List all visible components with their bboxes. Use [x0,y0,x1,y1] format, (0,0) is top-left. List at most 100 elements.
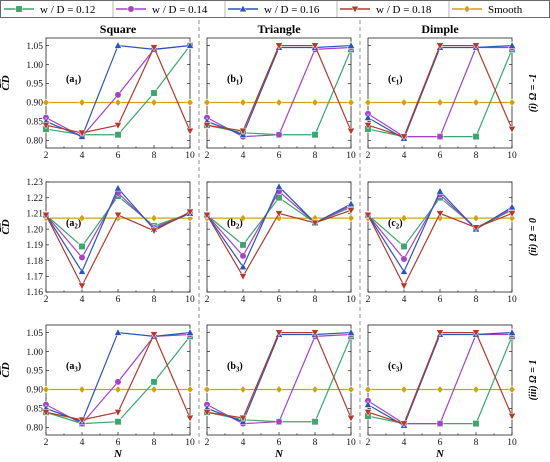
data-point [347,98,355,107]
panel-label: (c2) [388,218,403,231]
column-title-dimple: Dimple [421,22,459,36]
data-point [78,385,86,394]
data-point [41,409,51,417]
data-point [185,127,195,136]
data-point [400,214,408,223]
data-point [113,41,123,49]
data-point [507,41,517,49]
series-w-d-0-18 [363,210,517,291]
data-point [400,242,408,250]
series-smooth [364,385,516,394]
y-tick-label: 1.19 [26,241,43,251]
legend-item-1: w / D = 0.14 [116,4,208,16]
data-point [275,131,283,139]
data-point [274,329,284,337]
y-tick-label: 0.90 [26,386,43,396]
legend-item-2: w / D = 0.16 [228,4,320,16]
y-axis-label-text: C̄D [0,362,12,377]
y-tick-label: 1.05 [26,329,43,339]
data-point [186,98,194,107]
legend-marker [350,5,360,14]
row-label-1: (i) Ω = -1 [528,74,539,112]
data-point [113,409,123,417]
data-point [508,214,516,223]
panel-label: (a1) [66,74,81,87]
data-point [78,98,86,107]
data-point [274,42,284,50]
x-tick-label: 4 [241,295,246,305]
data-point [42,98,50,107]
x-tick-label: 4 [402,295,407,305]
data-point [363,113,373,121]
legend-label: Smooth [488,4,523,16]
data-point [113,183,123,192]
data-point [507,210,517,218]
x-tick-label: 2 [44,151,49,161]
data-point [202,211,212,220]
data-point [186,385,194,394]
data-point [274,210,284,218]
x-tick-label: 10 [185,438,195,448]
x-tick-label: 6 [116,295,121,305]
series-smooth [42,385,194,394]
data-point [435,187,445,195]
data-point [150,98,158,107]
data-point [149,227,159,236]
data-point [363,122,373,130]
panel-label: (c1) [388,74,403,87]
data-point [41,122,51,130]
x-tick-label: 6 [116,438,121,448]
x-tick-label: 8 [474,151,479,161]
data-point [435,210,445,218]
data-point [311,385,319,394]
y-tick-label: 1.05 [26,42,43,52]
data-point [149,44,159,52]
x-tick-label: 2 [366,151,371,161]
data-point [114,418,122,426]
x-tick-label: 2 [366,438,371,448]
data-point [77,129,87,138]
data-point [471,224,481,232]
series-w-d-0-18 [41,208,195,291]
data-point [311,98,319,107]
data-point [399,133,409,141]
y-tick-label: 1.23 [26,178,43,188]
series-smooth [203,98,355,107]
data-point [471,329,481,337]
x-tick-label: 8 [313,151,318,161]
legend-item-3: w / D = 0.18 [340,4,432,16]
series-smooth [364,98,516,107]
data-point [508,385,516,394]
row-label-2: (ii) Ω = 0 [528,218,539,256]
data-point [78,214,86,223]
legend-label: w / D = 0.18 [376,4,432,16]
data-point [311,418,319,426]
data-point [399,267,409,275]
y-tick-label: 0.95 [26,80,43,90]
x-tick-label: 4 [80,295,85,305]
data-point [238,262,248,270]
x-tick-label: 8 [474,295,479,305]
data-point [347,385,355,394]
x-tick-label: 10 [346,151,356,161]
panel-a2: 2 4 6 8 10 1.16 1.17 1.18 1.19 1.20 1.21 1.22 1.23 (a… [26,178,195,305]
legend-item-0: w / D = 0.12 [4,4,95,16]
data-point [239,385,247,394]
data-point [113,122,123,130]
data-point [113,328,123,336]
data-point [400,255,408,263]
y-tick-label: 1.16 [26,288,43,298]
legend-marker [15,5,23,13]
x-axis-label: N [113,448,123,460]
data-point [346,41,356,49]
x-tick-label: 8 [474,438,479,448]
data-point [78,253,86,261]
data-point [114,131,122,139]
panel-c3: 2 4 6 8 10 (c3) [363,324,517,448]
x-tick-label: 2 [205,151,210,161]
panel-b1: 2 4 6 8 10 (b1) [202,37,356,161]
series-smooth [203,385,355,394]
data-point [150,214,158,223]
data-point [275,418,283,426]
y-tick-label: 0.90 [26,99,43,109]
